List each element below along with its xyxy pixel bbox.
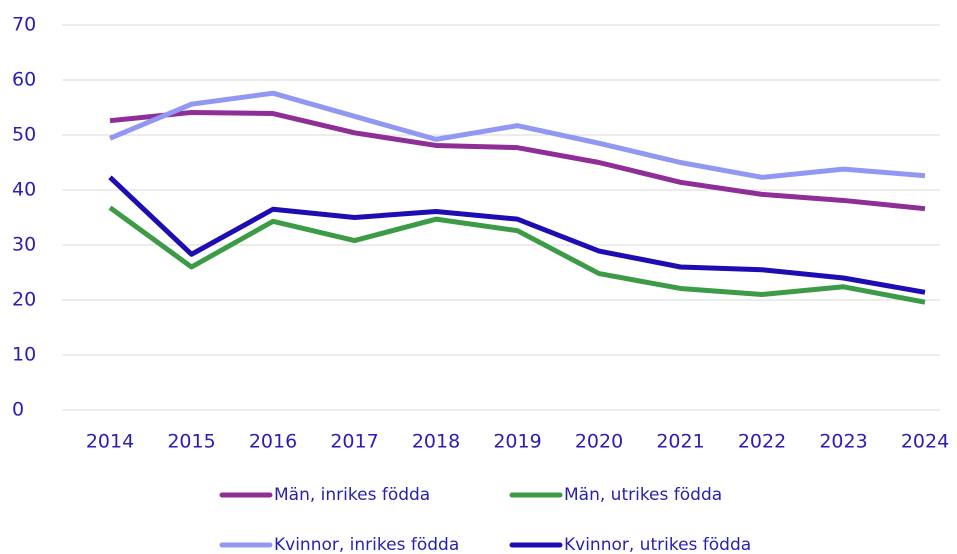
legend-label: Män, utrikes födda <box>564 485 722 505</box>
x-tick-label: 2014 <box>86 431 134 453</box>
series-line <box>108 175 926 295</box>
y-tick-label: 20 <box>12 289 36 311</box>
legend-label: Kvinnor, utrikes födda <box>564 535 751 554</box>
x-tick-label: 2023 <box>819 431 867 453</box>
x-tick-label: 2019 <box>493 431 541 453</box>
y-tick-label: 70 <box>12 14 36 36</box>
x-tick-label: 2017 <box>330 431 378 453</box>
x-tick-label: 2015 <box>167 431 215 453</box>
series-line <box>108 205 926 305</box>
y-tick-label: 0 <box>12 399 24 421</box>
series-line <box>109 109 926 212</box>
x-tick-label: 2024 <box>901 431 949 453</box>
x-tick-label: 2018 <box>412 431 460 453</box>
y-tick-label: 30 <box>12 234 36 256</box>
legend-label: Kvinnor, inrikes födda <box>274 535 459 554</box>
y-tick-label: 40 <box>12 179 36 201</box>
y-tick-label: 50 <box>12 124 36 146</box>
legend-label: Män, inrikes födda <box>274 485 430 505</box>
x-tick-label: 2022 <box>738 431 786 453</box>
y-tick-label: 10 <box>12 344 36 366</box>
x-tick-label: 2020 <box>575 431 623 453</box>
x-tick-label: 2021 <box>656 431 704 453</box>
series-line <box>109 90 926 180</box>
x-tick-label: 2016 <box>249 431 297 453</box>
y-tick-label: 60 <box>12 69 36 91</box>
